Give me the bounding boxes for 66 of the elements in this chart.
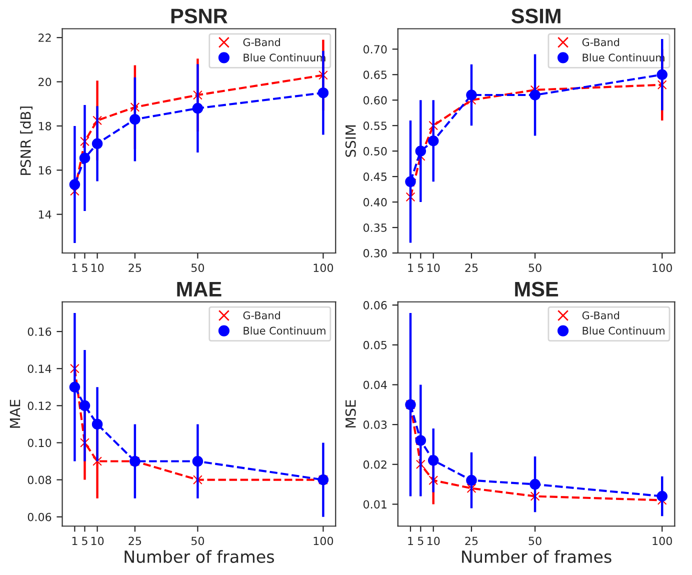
legend-label: G-Band (243, 38, 280, 46)
chart-title: MAE (177, 282, 222, 296)
y-tick-label: 0.65 (363, 70, 387, 79)
x-tick-label: 10 (428, 264, 440, 272)
y-tick-label: 0.55 (363, 122, 387, 130)
x-tick-label: 1 (72, 536, 78, 545)
y-tick-label: 0.08 (28, 476, 52, 484)
y-axis-title: PSNR [dB] (20, 106, 32, 175)
x-tick-label: 50 (191, 264, 204, 272)
y-tick-label: 16 (38, 166, 52, 175)
legend-label: G-Band (243, 311, 280, 320)
x-axis-title: Number of frames (124, 550, 274, 563)
y-tick-label: 0.14 (28, 364, 52, 373)
x-tick-label: 100 (652, 536, 672, 546)
y-tick-label: 0.50 (363, 147, 387, 156)
x-tick-label: 100 (652, 264, 672, 272)
y-tick-label: 0.30 (363, 248, 387, 258)
x-tick-label: 5 (418, 536, 424, 546)
x-tick-label: 25 (128, 264, 142, 272)
chart-title: MSE (515, 282, 558, 297)
y-tick-label: 20 (38, 78, 52, 86)
y-tick-label: 0.16 (28, 328, 52, 336)
y-tick-label: 0.04 (363, 380, 387, 390)
x-tick-label: 1 (408, 536, 413, 545)
y-tick-label: 0.01 (363, 500, 386, 509)
y-axis-title: SSIM (345, 125, 356, 157)
x-tick-label: 5 (82, 536, 88, 546)
y-tick-label: 18 (38, 122, 52, 130)
legend-label: Blue Continuum (244, 326, 326, 335)
y-tick-label: 14 (38, 210, 52, 219)
x-tick-label: 5 (82, 264, 88, 272)
legend-label: G-Band (582, 311, 620, 320)
x-tick-label: 1 (72, 264, 78, 272)
x-tick-label: 50 (191, 536, 204, 546)
y-tick-label: 0.06 (363, 301, 387, 310)
x-axis-title: Number of frames (462, 550, 612, 563)
y-tick-label: 0.06 (28, 512, 52, 522)
y-axis-title: MAE (10, 400, 20, 428)
y-tick-label: 0.45 (363, 172, 387, 181)
y-tick-label: 0.02 (363, 460, 386, 469)
y-tick-label: 0.10 (28, 438, 52, 448)
x-tick-label: 10 (91, 536, 104, 546)
x-tick-label: 10 (91, 264, 104, 272)
x-tick-label: 50 (528, 264, 542, 272)
legend-label: G-Band (582, 38, 620, 46)
chart-title: SSIM (511, 8, 560, 24)
y-tick-label: 0.05 (363, 340, 387, 350)
x-tick-label: 100 (314, 536, 334, 546)
y-tick-label: 0.12 (28, 402, 51, 410)
y-tick-label: 0.03 (363, 420, 387, 429)
y-tick-label: 0.60 (363, 96, 387, 104)
legend-label: Blue Continuum (582, 326, 664, 335)
x-tick-label: 25 (465, 536, 478, 546)
x-tick-label: 25 (465, 264, 478, 272)
x-tick-label: 25 (128, 536, 142, 546)
x-tick-label: 100 (314, 264, 334, 272)
y-axis-title: MSE (345, 400, 356, 428)
x-tick-label: 1 (408, 264, 413, 272)
chart-title: PSNR (171, 8, 228, 24)
y-tick-label: 22 (38, 34, 51, 42)
y-tick-label: 0.40 (363, 198, 387, 206)
x-tick-label: 10 (428, 536, 440, 546)
y-tick-label: 0.70 (363, 45, 387, 54)
y-tick-label: 0.35 (363, 223, 387, 232)
x-tick-label: 5 (418, 264, 424, 272)
x-tick-label: 50 (528, 536, 542, 546)
